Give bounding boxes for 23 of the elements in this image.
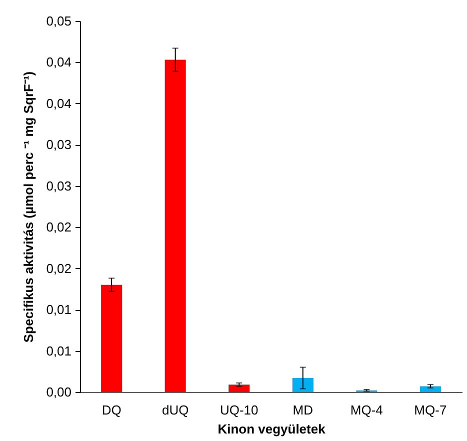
y-tick-label: 0,04	[46, 96, 72, 111]
y-tick-label: 0,03	[46, 178, 72, 194]
y-tick-label: 0,01	[46, 302, 72, 318]
y-tick-label: 0,05	[46, 14, 72, 28]
x-tick-label: UQ-10	[220, 402, 258, 418]
bar	[228, 384, 250, 392]
x-axis-title: Kinon vegyületek	[218, 422, 326, 436]
bar	[420, 386, 441, 392]
y-tick-label: 0,02	[46, 260, 72, 276]
x-tick-label: MD	[292, 402, 313, 418]
bar	[164, 60, 186, 392]
y-tick-label: 0,01	[46, 343, 72, 358]
y-axis-title: Specifikus aktivitás (µmol perc ⁻¹ mg SqrF⁻¹)	[21, 71, 36, 343]
y-tick-label: 0,03	[46, 137, 72, 152]
y-tick-label: 0,02	[46, 220, 72, 235]
bar	[292, 378, 314, 392]
x-tick-label: DQ	[102, 402, 122, 418]
y-tick-label: 0,04	[46, 54, 72, 70]
x-tick-label: MQ-7	[414, 402, 447, 418]
x-tick-label: MQ-4	[350, 402, 383, 418]
y-tick-label: 0,00	[46, 384, 72, 400]
bar	[101, 284, 122, 392]
x-tick-label: dUQ	[162, 402, 189, 418]
